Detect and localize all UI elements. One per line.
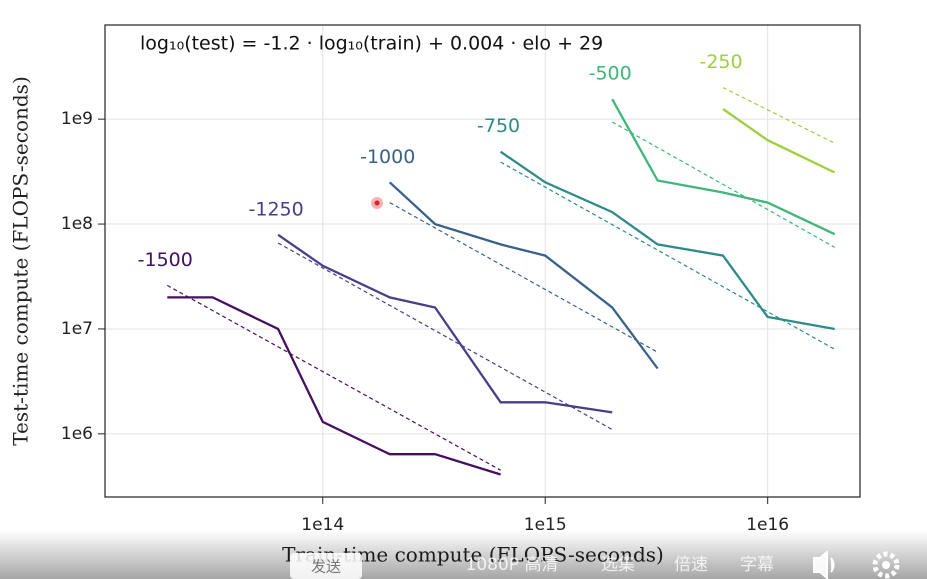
speed-button[interactable]: 倍速 [674,555,708,575]
fit-line [389,202,658,353]
plot-area [105,25,860,497]
settings-icon[interactable] [872,551,900,579]
x-tick-label: 1e15 [524,515,567,535]
x-tick-label: 1e16 [746,515,789,535]
series-label: -250 [699,51,742,73]
cursor-dot [374,200,380,206]
series-line [722,108,836,174]
series-label: -1500 [138,249,193,271]
series-line [277,233,613,414]
series-line [388,181,659,370]
send-box[interactable] [290,553,362,579]
episodes-button[interactable]: 选集 [601,555,635,575]
equation: log₁₀(test) = -1.2 · log₁₀(train) + 0.00… [140,33,603,55]
fit-line [611,121,835,248]
subtitles-button[interactable]: 字幕 [740,555,774,575]
series-line [167,296,501,476]
series-label: -1000 [360,146,415,168]
settings-icon-center [882,561,890,569]
quality-button[interactable]: 1080P 高清 [466,555,559,575]
send-button[interactable]: 发送 [311,558,341,576]
x-tick-label: 1e14 [301,515,344,535]
plot-frame [104,24,861,498]
y-axis-label: Test-time compute (FLOPS-seconds) [9,76,33,446]
series-label: -1250 [249,198,304,220]
y-tick-label: 1e7 [61,319,93,339]
fit-line [277,242,613,431]
y-tick-label: 1e8 [61,214,93,234]
series-line [611,98,836,236]
series-line [499,150,835,331]
grid [105,25,860,497]
fit-line [500,161,835,350]
y-tick-label: 1e6 [61,424,93,444]
marks [98,87,836,504]
y-tick-label: 1e9 [61,109,93,129]
player-bar [0,530,927,579]
volume-icon[interactable] [813,549,835,579]
fit-line [167,284,501,471]
series-label: -500 [589,63,632,85]
series-label: -750 [477,115,520,137]
